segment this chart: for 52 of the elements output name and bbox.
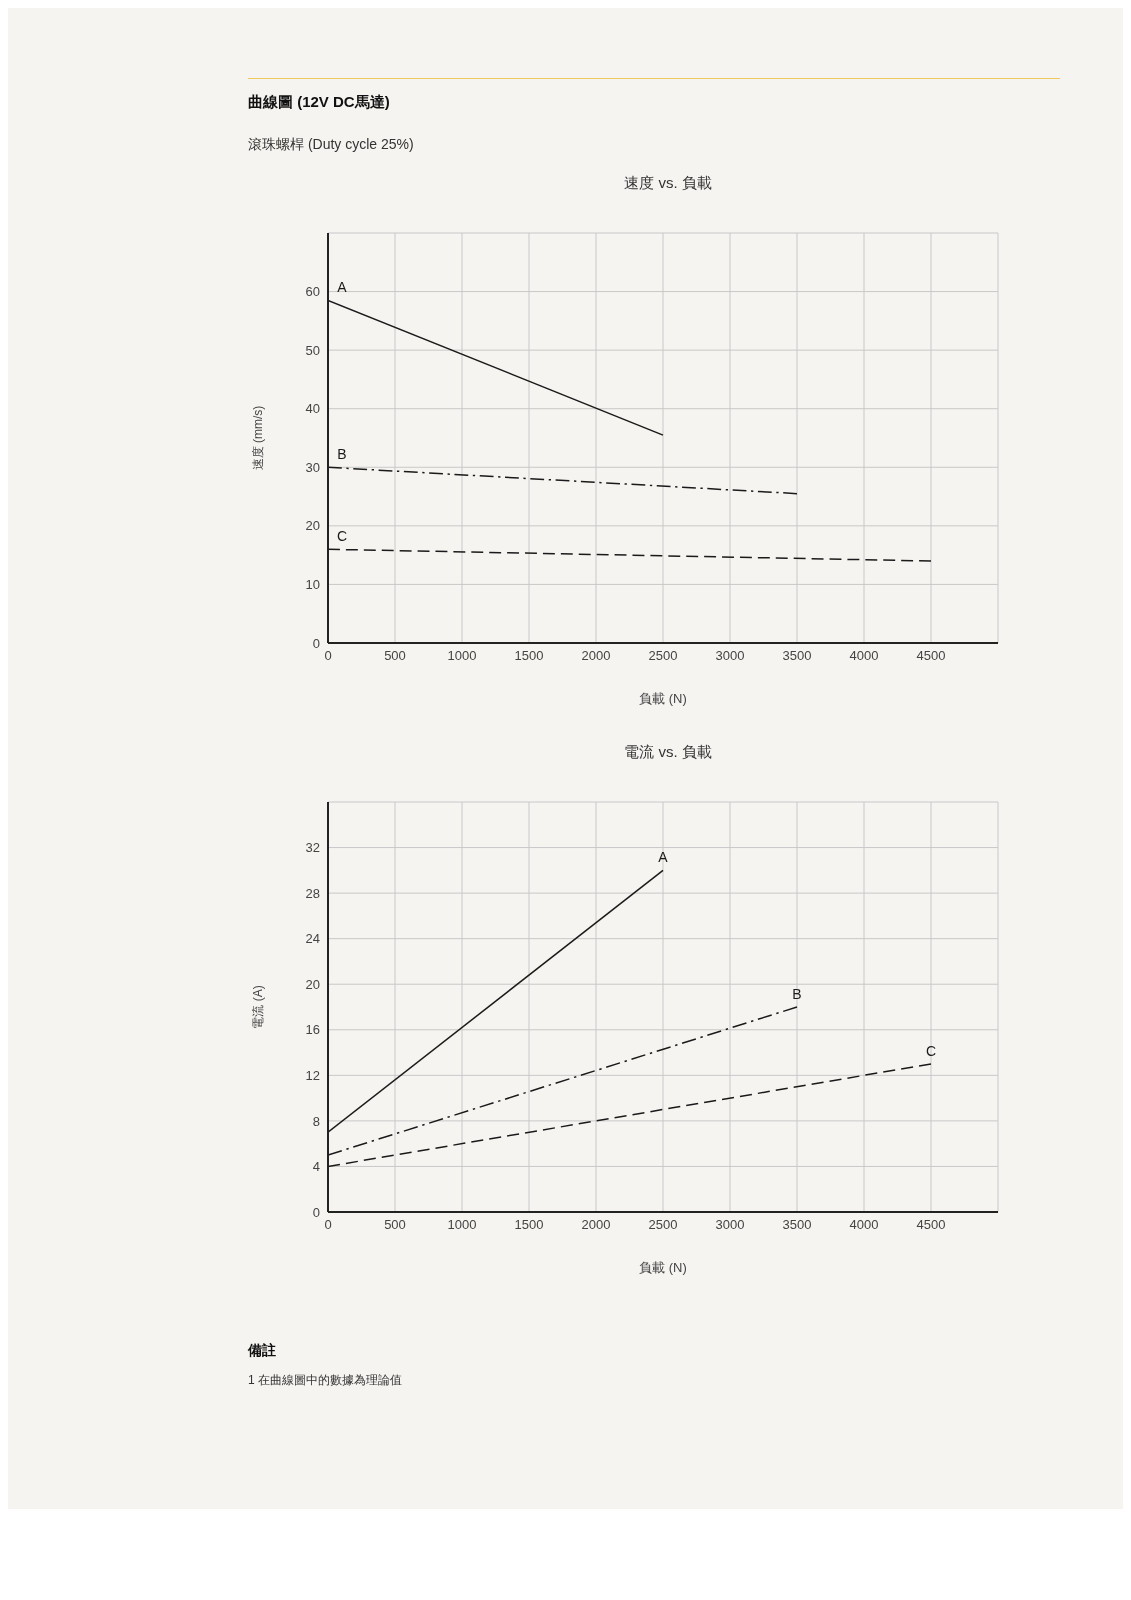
y-axis-title: 電流 (A) — [251, 985, 266, 1029]
x-axis-title: 負載 (N) — [639, 1260, 687, 1275]
y-tick-label: 60 — [305, 284, 320, 300]
series-label: A — [658, 849, 669, 866]
x-tick-label: 2500 — [648, 1217, 678, 1233]
x-axis-title: 負載 (N) — [639, 691, 687, 706]
text: 滾珠螺桿 (Duty cycle 25%) — [248, 136, 415, 154]
x-tick-label: 0 — [324, 1217, 332, 1233]
x-tick-label: 1000 — [447, 1217, 477, 1233]
y-tick-label: 32 — [305, 840, 320, 856]
x-tick-label: 4500 — [916, 648, 946, 664]
text: 備註 — [248, 1342, 277, 1360]
x-tick-label: 3500 — [782, 1217, 812, 1233]
x-tick-label: 4000 — [849, 1217, 879, 1233]
y-tick-label: 0 — [312, 635, 320, 651]
x-tick-label: 1000 — [447, 648, 477, 664]
y-tick-label: 40 — [305, 401, 320, 417]
x-tick-label: 2000 — [581, 1217, 611, 1233]
x-tick-label: 3000 — [715, 648, 745, 664]
y-tick-label: 24 — [305, 931, 320, 947]
x-tick-label: 0 — [324, 648, 332, 664]
x-tick-label: 4000 — [849, 648, 879, 664]
x-tick-label: 2000 — [581, 648, 611, 664]
y-tick-label: 10 — [305, 577, 320, 593]
x-tick-label: 3000 — [715, 1217, 745, 1233]
series-label: A — [337, 279, 348, 296]
x-tick-label: 4500 — [916, 1217, 946, 1233]
y-tick-label: 8 — [312, 1113, 320, 1129]
y-tick-label: 28 — [305, 885, 320, 901]
series-label: B — [337, 446, 347, 463]
chart-title: 電流 vs. 負載 — [623, 743, 713, 762]
y-tick-label: 16 — [305, 1022, 320, 1038]
y-tick-label: 50 — [305, 342, 320, 358]
text: 1 在曲線圖中的數據為理論值 — [248, 1372, 403, 1389]
y-tick-label: 20 — [305, 518, 320, 534]
y-tick-label: 4 — [312, 1159, 320, 1175]
y-tick-label: 30 — [305, 459, 320, 475]
x-tick-label: 500 — [384, 1217, 406, 1233]
text: 曲線圖 (12V DC馬達) — [248, 93, 391, 112]
series-label: C — [925, 1042, 937, 1059]
x-tick-label: 3500 — [782, 648, 812, 664]
x-tick-label: 1500 — [514, 1217, 544, 1233]
x-tick-label: 2500 — [648, 648, 678, 664]
y-tick-label: 20 — [305, 976, 320, 992]
series-label: C — [336, 528, 348, 545]
y-axis-title: 速度 (mm/s) — [251, 405, 266, 471]
x-tick-label: 1500 — [514, 648, 544, 664]
chart-title: 速度 vs. 負載 — [623, 174, 713, 193]
y-tick-label: 12 — [305, 1067, 320, 1083]
x-tick-label: 500 — [384, 648, 406, 664]
series-label: B — [792, 986, 802, 1002]
y-tick-label: 0 — [312, 1204, 320, 1220]
